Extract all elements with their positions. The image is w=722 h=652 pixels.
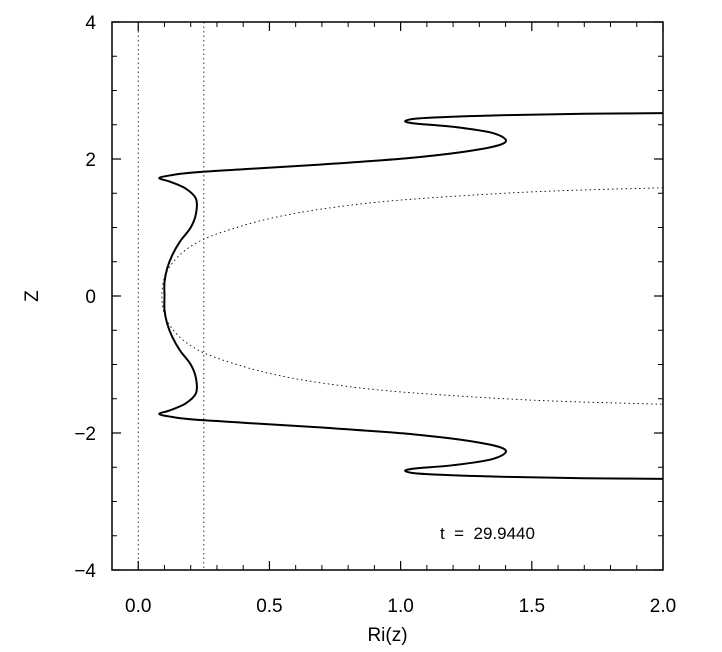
y-tick-label: −2 — [74, 424, 96, 445]
x-tick-label: 1.0 — [387, 596, 413, 617]
x-tick-label: 0.0 — [125, 596, 151, 617]
y-tick-label: 2 — [85, 150, 96, 171]
y-tick-label: 4 — [85, 13, 96, 34]
x-tick-label: 1.5 — [519, 596, 545, 617]
axis-ticks — [111, 21, 664, 571]
series-line-dotted — [161, 187, 664, 405]
series-line-solid — [158, 112, 664, 480]
y-tick-label: 0 — [85, 287, 96, 308]
series-group — [158, 112, 664, 480]
reference-lines — [137, 22, 205, 570]
x-tick-label: 0.5 — [256, 596, 282, 617]
tick-labels: 0.0 0.5 1.0 1.5 2.0 −4 −2 0 2 4 — [74, 13, 676, 617]
x-tick-label: 2.0 — [650, 596, 676, 617]
y-tick-label: −4 — [74, 561, 96, 582]
plot-frame — [111, 21, 664, 571]
y-axis-label: Z — [22, 290, 43, 302]
x-axis-label: Ri(z) — [367, 625, 407, 646]
time-annotation: t = 29.9440 — [440, 524, 535, 543]
